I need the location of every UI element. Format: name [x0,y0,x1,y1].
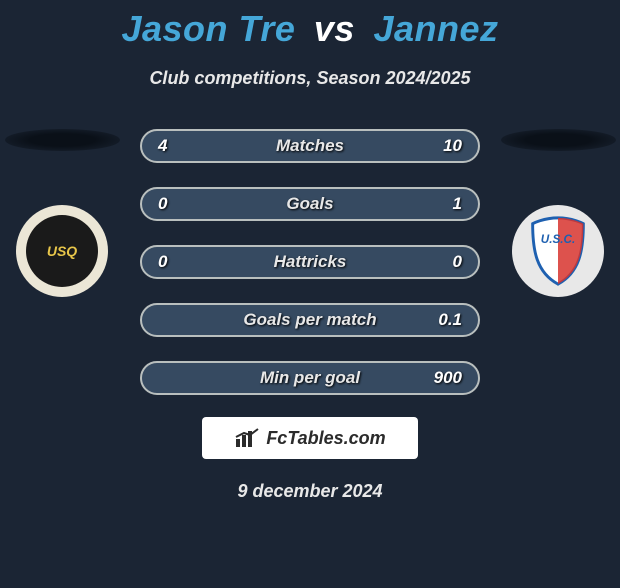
stat-label: Hattricks [274,252,347,272]
brand-text: FcTables.com [266,428,385,449]
club-badge-right: U.S.C. [512,205,604,297]
player1-name: Jason Tre [121,8,295,49]
club-badge-right-text: U.S.C. [541,233,575,246]
date-text: 9 december 2024 [0,481,620,502]
shield-icon: U.S.C. [519,212,597,290]
club-badge-left: USQ [16,205,108,297]
stats-table: 4 Matches 10 0 Goals 1 0 Hattricks 0 Goa… [140,129,480,395]
stat-label: Matches [276,136,344,156]
table-row: 4 Matches 10 [140,129,480,163]
stat-label: Goals [286,194,333,214]
stat-label: Goals per match [243,310,376,330]
table-row: Min per goal 900 [140,361,480,395]
page-title: Jason Tre vs Jannez [0,8,620,50]
stat-right-value: 0 [432,252,462,272]
right-badge-column: U.S.C. [498,129,618,297]
stat-right-value: 10 [432,136,462,156]
stat-right-value: 0.1 [432,310,462,330]
stat-label: Min per goal [260,368,360,388]
shadow-ellipse-left [5,129,120,151]
table-row: 0 Hattricks 0 [140,245,480,279]
vs-text: vs [314,8,355,49]
stat-left-value: 0 [158,194,188,214]
left-badge-column: USQ [2,129,122,297]
brand-box: FcTables.com [202,417,418,459]
club-badge-left-text: USQ [47,243,77,259]
bar-chart-icon [234,427,260,449]
stat-right-value: 900 [432,368,462,388]
shadow-ellipse-right [501,129,616,151]
table-row: Goals per match 0.1 [140,303,480,337]
player2-name: Jannez [373,8,498,49]
table-row: 0 Goals 1 [140,187,480,221]
subtitle: Club competitions, Season 2024/2025 [0,68,620,89]
stat-right-value: 1 [432,194,462,214]
stat-left-value: 0 [158,252,188,272]
stat-left-value: 4 [158,136,188,156]
main-content: USQ 4 Matches 10 0 Goals 1 0 Hattricks 0… [0,129,620,395]
